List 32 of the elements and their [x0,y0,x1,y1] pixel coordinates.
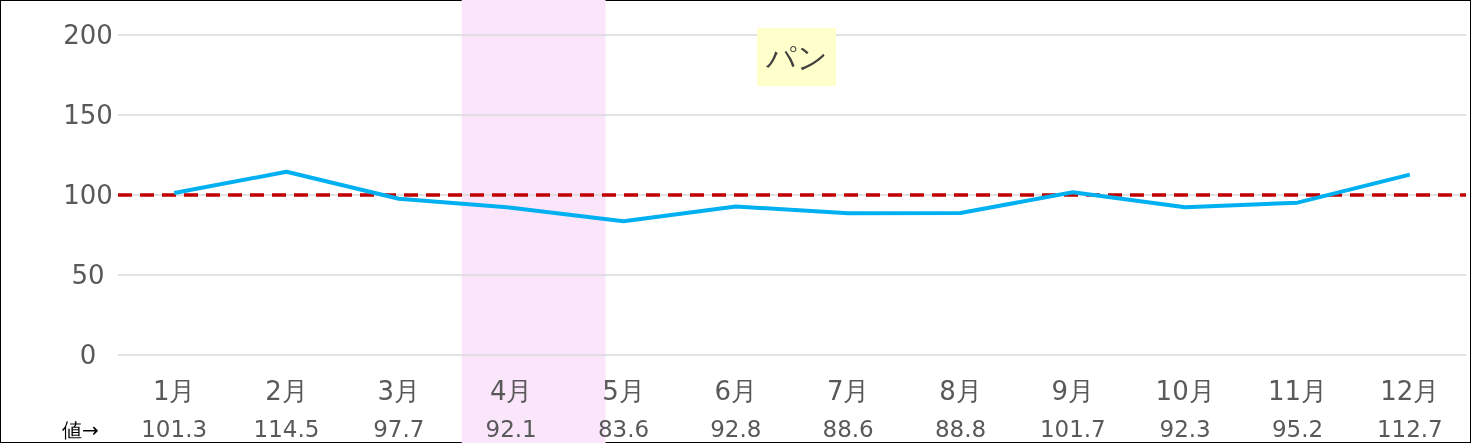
data-label: 92.3 [1159,416,1211,442]
data-label: 114.5 [253,416,320,442]
x-tick-label: 2月 [265,376,308,406]
y-tick-label: 200 [63,20,113,50]
data-label: 92.8 [710,416,762,442]
x-tick-label: 12月 [1380,376,1440,406]
y-tick-label: 0 [79,340,97,370]
y-tick-label: 100 [63,180,113,210]
line-series [172,169,1412,224]
y-tick-label: 150 [63,100,113,130]
x-tick-label: 7月 [826,376,870,406]
x-tick-label: 3月 [377,376,421,406]
x-tick-label: 1月 [152,376,196,406]
data-label: 88.6 [822,416,874,442]
x-tick-label: 8月 [939,376,982,406]
y-tick-label: 50 [71,260,105,290]
x-tick-label: 10月 [1155,376,1215,406]
data-label: 83.6 [597,416,650,442]
x-tick-label: 6月 [714,376,758,406]
x-tick-label: 4月 [489,376,533,406]
x-tick-label: 9月 [1051,376,1095,406]
x-tick-label: 5月 [602,376,645,406]
x-tick-label: 11月 [1267,376,1328,406]
data-label: 101.3 [141,416,208,442]
data-label: 112.7 [1376,416,1443,442]
chart-title: パン [765,40,828,75]
data-label: 92.1 [485,416,537,442]
data-label: 101.7 [1039,416,1106,442]
data-label: 95.2 [1271,416,1324,442]
data-label: 97.7 [373,416,425,442]
text: 値→ [62,418,99,442]
data-label: 88.8 [934,416,987,442]
